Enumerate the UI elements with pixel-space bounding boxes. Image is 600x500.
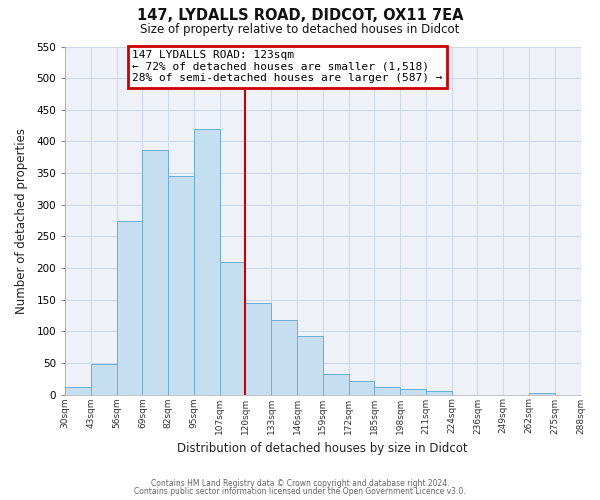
Text: Contains public sector information licensed under the Open Government Licence v3: Contains public sector information licen… <box>134 487 466 496</box>
Text: 147, LYDALLS ROAD, DIDCOT, OX11 7EA: 147, LYDALLS ROAD, DIDCOT, OX11 7EA <box>137 8 463 22</box>
Text: Size of property relative to detached houses in Didcot: Size of property relative to detached ho… <box>140 22 460 36</box>
Bar <box>65 387 91 394</box>
Bar <box>323 374 349 394</box>
Bar <box>349 380 374 394</box>
Bar <box>374 387 400 394</box>
Bar <box>220 262 245 394</box>
Bar <box>426 392 452 394</box>
Bar <box>400 390 426 394</box>
Text: 147 LYDALLS ROAD: 123sqm
← 72% of detached houses are smaller (1,518)
28% of sem: 147 LYDALLS ROAD: 123sqm ← 72% of detach… <box>132 50 443 83</box>
Bar <box>271 320 297 394</box>
Bar <box>194 129 220 394</box>
Bar <box>168 176 194 394</box>
X-axis label: Distribution of detached houses by size in Didcot: Distribution of detached houses by size … <box>178 442 468 455</box>
Y-axis label: Number of detached properties: Number of detached properties <box>15 128 28 314</box>
Bar <box>91 364 116 394</box>
Bar <box>116 220 142 394</box>
Bar <box>142 150 168 394</box>
Bar <box>529 392 555 394</box>
Text: Contains HM Land Registry data © Crown copyright and database right 2024.: Contains HM Land Registry data © Crown c… <box>151 478 449 488</box>
Bar <box>297 336 323 394</box>
Bar <box>245 303 271 394</box>
